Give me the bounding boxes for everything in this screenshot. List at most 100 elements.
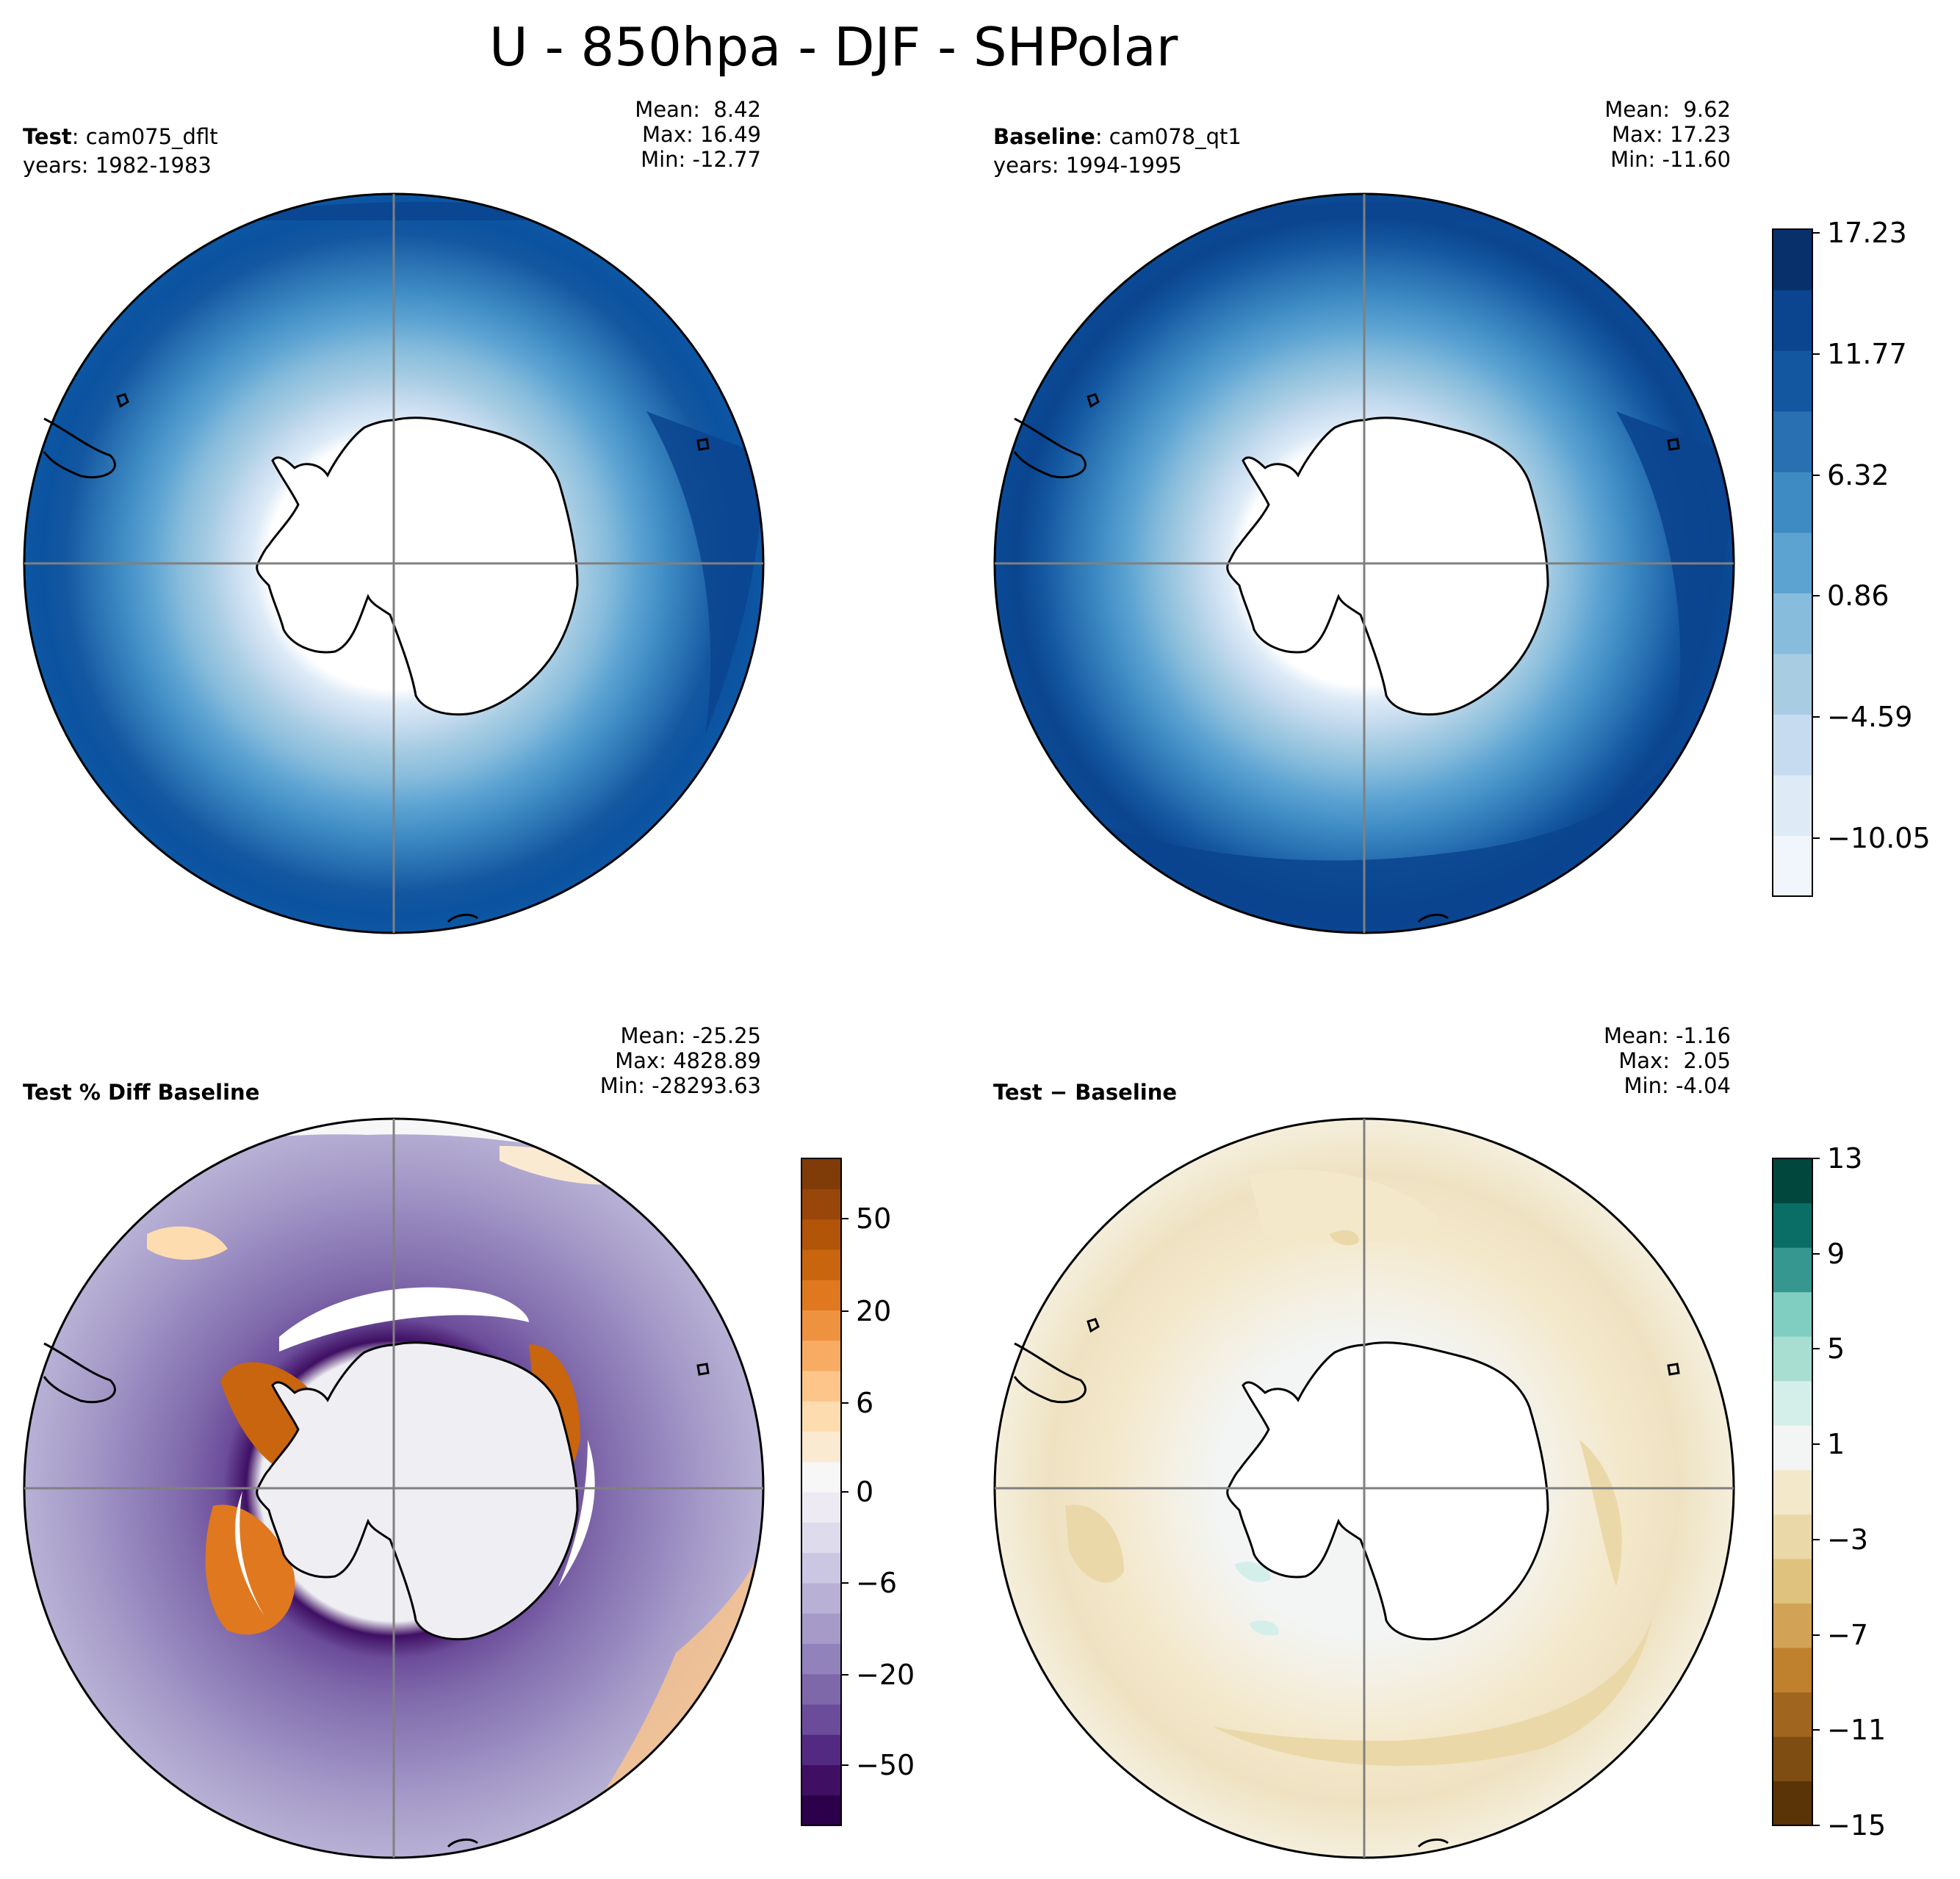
cbar-br-segment-11	[1773, 1291, 1812, 1337]
cbar-br-segment-5	[1773, 1558, 1812, 1604]
test-max: Max: 16.49	[642, 122, 761, 148]
cbar-top-segment-8	[1773, 350, 1812, 412]
colorbar-percent-diff-ticks: 50 20 6 0 −6 −20 −50	[841, 1202, 915, 1781]
cbar-bl-tick-0: 50	[856, 1202, 891, 1235]
cbar-bl-tick-2: 6	[856, 1387, 873, 1419]
colorbar-difference-ticks: 13 9 5 1 −3 −7 −11 −15	[1812, 1142, 1886, 1842]
test-label-bold: Test	[23, 124, 72, 149]
cbar-bl-segment-7	[801, 1582, 841, 1614]
cbar-top-tick-1: 11.77	[1827, 338, 1907, 370]
test-label-rest: : cam075_dflt	[71, 124, 218, 149]
percent-diff-label: Test % Diff Baseline	[23, 1082, 259, 1103]
cbar-bl-tick-5: −20	[856, 1659, 915, 1691]
cbar-bl-segment-19	[801, 1219, 841, 1250]
percent-diff-min: Min: -28293.63	[599, 1073, 761, 1099]
cbar-br-tick-7: −15	[1827, 1809, 1886, 1842]
figure-title: U - 850hpa - DJF - SHPolar	[489, 16, 1178, 78]
cbar-bl-segment-20	[801, 1189, 841, 1220]
test-min: Min: -12.77	[641, 147, 761, 173]
colorbar-percent-diff	[801, 1158, 841, 1826]
percent-diff-label-bold: Test % Diff Baseline	[23, 1080, 260, 1105]
cbar-bl-segment-8	[801, 1552, 841, 1584]
cbar-br-segment-14	[1773, 1158, 1812, 1204]
baseline-min: Min: -11.60	[1610, 147, 1731, 173]
baseline-max: Max: 17.23	[1612, 122, 1731, 148]
difference-mean: Mean: -1.16	[1603, 1023, 1731, 1048]
cbar-top-segment-0	[1773, 835, 1812, 897]
cbar-bl-segment-11	[801, 1461, 841, 1493]
difference-label-bold: Test	[993, 1080, 1042, 1105]
colorbar-difference-frame	[1772, 1158, 1813, 1826]
cbar-br-segment-9	[1773, 1380, 1812, 1426]
cbar-br-tick-4: −3	[1827, 1523, 1868, 1556]
cbar-bl-segment-2	[801, 1734, 841, 1766]
colorbar-top	[1773, 229, 1812, 897]
cbar-br-segment-7	[1773, 1469, 1812, 1515]
test-years: years: 1982-1983	[23, 153, 212, 178]
cbar-br-tick-0: 13	[1827, 1142, 1862, 1175]
cbar-top-segment-10	[1773, 229, 1812, 291]
cbar-bl-tick-3: 0	[856, 1476, 873, 1508]
cbar-bl-segment-1	[801, 1764, 841, 1796]
percent-diff-stats: Mean: -25.25 Max: 4828.89 Min: -28293.63	[600, 1023, 761, 1099]
cbar-br-segment-3	[1773, 1647, 1812, 1692]
difference-label: Test − Baseline	[993, 1082, 1177, 1103]
cbar-br-segment-10	[1773, 1336, 1812, 1382]
cbar-bl-tick-1: 20	[856, 1295, 891, 1327]
cbar-bl-segment-0	[801, 1795, 841, 1826]
panel-test-map	[23, 192, 765, 934]
baseline-label-rest: : cam078_qt1	[1095, 124, 1242, 149]
cbar-top-segment-2	[1773, 714, 1812, 776]
difference-label-rest: − Baseline	[1042, 1080, 1178, 1105]
colorbar-top-ticks: 17.23 11.77 6.32 0.86 −4.59 −10.05	[1812, 217, 1931, 854]
baseline-case-label: Baseline: cam078_qt1	[993, 126, 1242, 148]
cbar-bl-tick-4: −6	[856, 1567, 897, 1599]
cbar-bl-segment-21	[801, 1158, 841, 1189]
cbar-bl-segment-5	[801, 1643, 841, 1675]
cbar-bl-segment-17	[801, 1280, 841, 1310]
panel-baseline-map	[993, 192, 1735, 934]
panel-difference-map	[993, 1117, 1735, 1859]
cbar-top-segment-4	[1773, 593, 1812, 654]
cbar-top-tick-5: −10.05	[1827, 822, 1931, 854]
cbar-top-tick-4: −4.59	[1827, 701, 1912, 733]
difference-min: Min: -4.04	[1624, 1073, 1731, 1099]
test-mean: Mean: 8.42	[635, 97, 761, 122]
cbar-br-segment-12	[1773, 1247, 1812, 1293]
cbar-top-tick-0: 17.23	[1827, 217, 1907, 249]
cbar-bl-segment-13	[801, 1401, 841, 1432]
cbar-top-segment-9	[1773, 289, 1812, 351]
cbar-bl-tick-6: −50	[856, 1749, 915, 1781]
test-stats: Mean: 8.42 Max: 16.49 Min: -12.77	[635, 97, 761, 173]
cbar-bl-segment-14	[801, 1370, 841, 1402]
percent-diff-mean: Mean: -25.25	[620, 1023, 762, 1048]
baseline-label-bold: Baseline	[993, 124, 1095, 149]
cbar-top-segment-3	[1773, 653, 1812, 715]
test-case-label: Test: cam075_dflt	[23, 126, 218, 148]
cbar-br-segment-0	[1773, 1781, 1812, 1826]
difference-stats: Mean: -1.16 Max: 2.05 Min: -4.04	[1604, 1023, 1731, 1099]
cbar-top-segment-6	[1773, 472, 1812, 533]
cbar-br-segment-2	[1773, 1692, 1812, 1737]
cbar-br-segment-8	[1773, 1425, 1812, 1471]
cbar-bl-segment-18	[801, 1249, 841, 1280]
difference-max: Max: 2.05	[1618, 1048, 1731, 1074]
baseline-years: years: 1994-1995	[993, 153, 1182, 178]
cbar-br-segment-4	[1773, 1603, 1812, 1648]
cbar-br-segment-1	[1773, 1736, 1812, 1782]
baseline-stats: Mean: 9.62 Max: 17.23 Min: -11.60	[1604, 97, 1731, 173]
cbar-br-tick-2: 5	[1827, 1332, 1845, 1365]
cbar-bl-segment-4	[801, 1673, 841, 1705]
cbar-bl-segment-10	[801, 1492, 841, 1523]
cbar-br-tick-5: −7	[1827, 1619, 1868, 1651]
cbar-bl-segment-16	[801, 1310, 841, 1341]
cbar-top-tick-2: 6.32	[1827, 459, 1889, 491]
cbar-bl-segment-3	[801, 1703, 841, 1735]
colorbar-top-frame	[1772, 228, 1813, 897]
cbar-top-segment-7	[1773, 411, 1812, 472]
cbar-top-segment-5	[1773, 532, 1812, 594]
panel-percent-diff-map	[23, 1117, 765, 1859]
cbar-br-tick-6: −11	[1827, 1714, 1886, 1746]
cbar-top-tick-3: 0.86	[1827, 580, 1889, 612]
